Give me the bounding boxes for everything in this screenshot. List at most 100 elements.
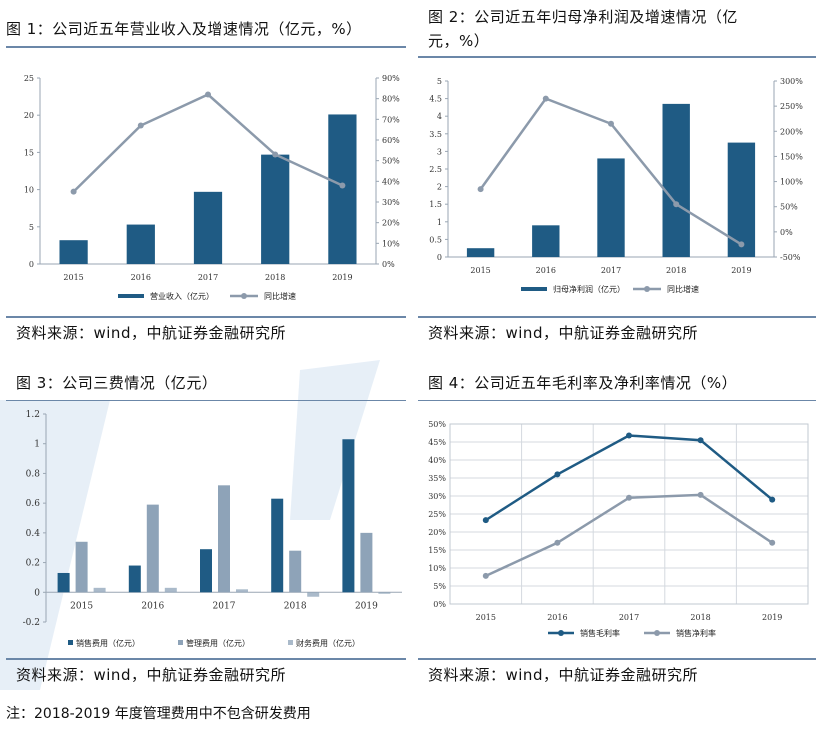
x-tick-label: 2019: [332, 273, 352, 282]
y-tick-label: 0.4: [26, 529, 41, 539]
growth-point: [738, 241, 745, 248]
x-tick-label: 2017: [198, 273, 218, 282]
growth-point: [339, 182, 346, 189]
chart3-top-rule: [6, 400, 406, 401]
bar-2018: [261, 154, 290, 264]
x-tick-label: 2017: [619, 613, 639, 622]
series-point-1: [482, 572, 489, 579]
footnote: 注：2018-2019 年度管理费用中不包含研发费用: [6, 706, 311, 722]
bar-2017: [597, 158, 625, 257]
right-tick-label: 10%: [382, 239, 400, 248]
bar-2015: [59, 240, 88, 264]
growth-point: [272, 151, 279, 158]
legend-swatch-bar: [118, 294, 144, 298]
y-tick-label: 1.2: [26, 410, 40, 420]
right-tick-label: 70%: [382, 115, 400, 124]
legend-swatch: [68, 640, 73, 645]
legend-label: 销售费用（亿元）: [76, 638, 140, 648]
chart2-area: 0 0.5 1 1.5 2 2.5 3 3.5 4 4.5 5 -50% 0% 50% 100% 150% 20…: [418, 62, 816, 312]
x-tick-label: 2018: [666, 266, 686, 275]
bar-2018-s2: [307, 592, 320, 597]
chart3-svg: -0.2 0 0.2 0.4 0.6 0.8 1 1.2 2015 2016 2017 2018 201…: [23, 410, 402, 648]
left-tick-label: 10: [24, 186, 34, 195]
left-tick-label: 20: [24, 111, 34, 120]
x-tick-label: 2018: [690, 613, 710, 622]
plot-frame: [449, 423, 809, 605]
left-tick-label: 3: [437, 147, 442, 156]
legend-marker: [654, 630, 660, 636]
bar-2017-s0: [200, 549, 212, 593]
bar-2019: [328, 114, 357, 265]
chart2-top-rule: [418, 56, 816, 58]
series-point-0: [482, 517, 489, 524]
y-tick-label: 30%: [428, 492, 446, 501]
legend-label-line: 同比增速: [667, 284, 699, 294]
chart3-title: 图 3：公司三费情况（亿元）: [16, 374, 218, 392]
growth-point: [70, 188, 77, 195]
growth-point: [673, 201, 680, 208]
legend-swatch: [288, 640, 293, 645]
growth-point: [205, 91, 211, 98]
left-tick-label: 0.5: [429, 235, 442, 244]
x-tick-label: 2019: [762, 613, 782, 622]
y-tick-label: 40%: [428, 456, 446, 465]
y-tick-label: 1: [34, 440, 40, 450]
legend-label: 财务费用（亿元）: [296, 638, 360, 648]
legend-label: 管理费用（亿元）: [186, 638, 250, 648]
y-tick-label: 15%: [428, 546, 446, 555]
chart3-source: 资料来源：wind，中航证券金融研究所: [16, 666, 286, 684]
left-tick-label: 0: [437, 253, 442, 262]
chart4-bottom-rule: [418, 658, 816, 660]
chart4-top-rule: [418, 400, 816, 401]
chart1-bottom-rule: [6, 316, 406, 318]
bar-2017: [193, 191, 223, 264]
chart1-area: 0 5 10 15 20 25 0% 10% 20% 30% 40% 50% 60% 70% 80% 90% 2…: [6, 60, 406, 310]
left-tick-label: 0: [29, 260, 34, 269]
legend-label: 销售净利率: [676, 628, 716, 638]
bar-2018-s0: [271, 498, 284, 593]
x-tick-label: 2015: [470, 266, 490, 275]
legend-label-line: 同比增速: [264, 291, 296, 301]
y-tick-label: 0.8: [26, 469, 41, 479]
right-tick-label: 30%: [382, 198, 400, 207]
series-point-1: [697, 491, 704, 498]
growth-line: [72, 93, 343, 193]
left-tick-label: 1: [437, 218, 442, 227]
left-tick-label: 5: [437, 77, 442, 86]
y-tick-label: 0: [34, 588, 40, 598]
series-point-1: [769, 539, 776, 546]
legend-label: 销售毛利率: [580, 628, 620, 638]
y-tick-label: 5%: [433, 582, 446, 591]
x-tick-label: 2019: [355, 601, 378, 611]
bar-2019-s1: [360, 532, 373, 593]
series-point-0: [769, 496, 776, 503]
chart2-bottom-rule: [418, 316, 816, 318]
y-tick-label: 10%: [428, 564, 446, 573]
chart2-title-line2: 元，%）: [428, 32, 490, 50]
x-tick-label: 2018: [265, 273, 285, 282]
x-tick-label: 2019: [731, 266, 751, 275]
x-tick-label: 2016: [131, 273, 151, 282]
bar-2015-s2: [93, 587, 106, 593]
right-tick-label: 300%: [780, 77, 803, 86]
series-point-0: [554, 471, 561, 478]
bar-2019-s2: [378, 592, 391, 594]
left-tick-label: 4: [437, 112, 442, 121]
bar-2018-s1: [289, 550, 302, 593]
growth-point: [477, 186, 484, 193]
chart2-source: 资料来源：wind，中航证券金融研究所: [428, 324, 698, 342]
right-tick-label: 60%: [382, 136, 400, 145]
right-tick-label: 90%: [382, 74, 400, 83]
right-tick-label: 200%: [780, 127, 803, 136]
x-tick-label: 2017: [213, 601, 236, 611]
legend-marker: [558, 630, 564, 636]
right-tick-label: 0%: [780, 228, 793, 237]
legend-swatch-bar: [521, 287, 547, 291]
bar-2016: [126, 224, 155, 264]
chart4-source: 资料来源：wind，中航证券金融研究所: [428, 666, 698, 684]
bar-2019-s0: [342, 439, 355, 593]
y-tick-label: 35%: [428, 474, 446, 483]
series-point-1: [626, 494, 632, 501]
right-tick-label: 250%: [780, 102, 803, 111]
chart1-top-rule: [6, 46, 406, 48]
